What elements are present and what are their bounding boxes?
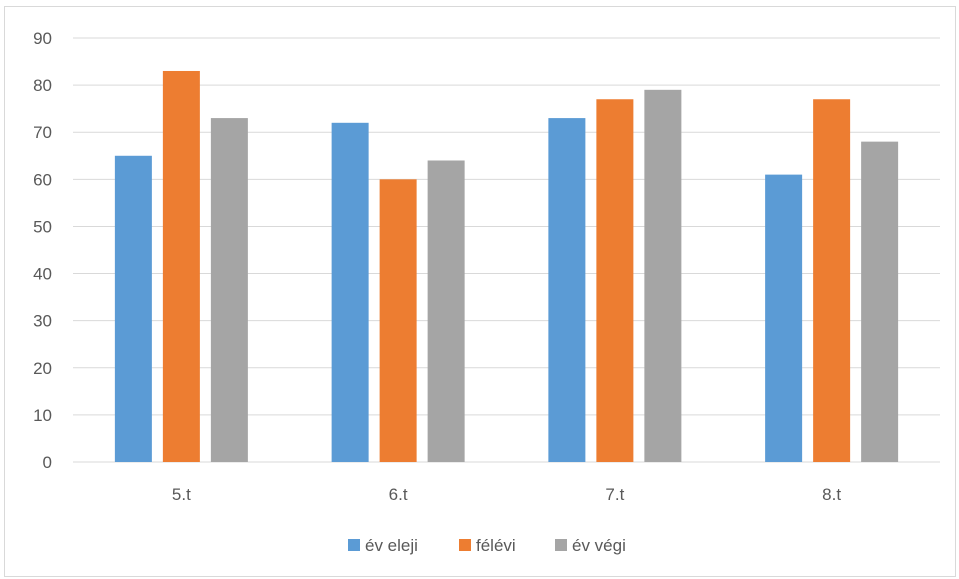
bar-6.t-év végi <box>427 160 465 462</box>
y-tick-label: 40 <box>33 265 52 284</box>
legend-swatch <box>555 539 567 551</box>
y-tick-label: 70 <box>33 123 52 142</box>
bar-6.t-év eleji <box>331 122 369 463</box>
bar-5.t-év eleji <box>114 155 152 462</box>
bar-5.t-félévi <box>162 70 200 462</box>
y-tick-label: 80 <box>33 76 52 95</box>
y-tick-label: 20 <box>33 359 52 378</box>
x-axis-ticks: 5.t 6.t 7.t 8.t <box>172 485 841 504</box>
legend-swatch <box>348 539 360 551</box>
y-axis-ticks: 0 10 20 30 40 50 60 70 80 90 <box>33 29 52 472</box>
bar-8.t-év eleji <box>765 174 803 462</box>
y-tick-label: 50 <box>33 217 52 236</box>
x-tick-label: 7.t <box>605 485 624 504</box>
y-tick-label: 60 <box>33 170 52 189</box>
x-tick-label: 8.t <box>822 485 841 504</box>
x-tick-label: 6.t <box>389 485 408 504</box>
y-tick-label: 0 <box>43 453 52 472</box>
legend-label: félévi <box>476 536 516 555</box>
bar-7.t-év végi <box>644 89 682 463</box>
y-tick-label: 30 <box>33 312 52 331</box>
legend-label: év eleji <box>365 536 418 555</box>
gridlines <box>73 37 940 463</box>
bar-6.t-félévi <box>379 179 417 463</box>
bar-8.t-félévi <box>813 99 851 462</box>
bar-7.t-félévi <box>596 99 634 462</box>
legend-swatch <box>459 539 471 551</box>
bar-8.t-év végi <box>861 141 899 462</box>
bar-7.t-év eleji <box>548 118 586 462</box>
bars <box>114 70 899 463</box>
legend-label: év végi <box>572 536 626 555</box>
legend: év eleji félévi év végi <box>348 536 626 555</box>
y-tick-label: 10 <box>33 406 52 425</box>
x-tick-label: 5.t <box>172 485 191 504</box>
y-tick-label: 90 <box>33 29 52 48</box>
bar-5.t-év végi <box>210 118 248 462</box>
